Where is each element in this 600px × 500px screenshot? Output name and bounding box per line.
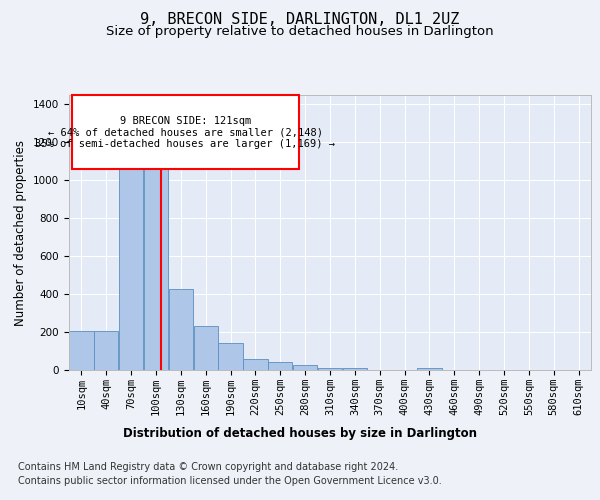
Bar [343, 368, 367, 370]
Bar [268, 362, 292, 370]
Y-axis label: Number of detached properties: Number of detached properties [14, 140, 28, 326]
Bar [418, 368, 442, 370]
Bar [94, 330, 118, 370]
Bar [70, 330, 94, 370]
Text: Size of property relative to detached houses in Darlington: Size of property relative to detached ho… [106, 25, 494, 38]
Text: Distribution of detached houses by size in Darlington: Distribution of detached houses by size … [123, 428, 477, 440]
Bar [244, 359, 268, 370]
Text: Contains public sector information licensed under the Open Government Licence v3: Contains public sector information licen… [18, 476, 442, 486]
Bar [218, 342, 242, 370]
Text: 9 BRECON SIDE: 121sqm
← 64% of detached houses are smaller (2,148)
35% of semi-d: 9 BRECON SIDE: 121sqm ← 64% of detached … [35, 116, 335, 148]
Text: 9, BRECON SIDE, DARLINGTON, DL1 2UZ: 9, BRECON SIDE, DARLINGTON, DL1 2UZ [140, 12, 460, 28]
Bar [169, 290, 193, 370]
Bar [318, 368, 342, 370]
Bar [194, 326, 218, 370]
Text: Contains HM Land Registry data © Crown copyright and database right 2024.: Contains HM Land Registry data © Crown c… [18, 462, 398, 472]
Bar [119, 158, 143, 370]
Bar [144, 162, 168, 370]
Bar [293, 366, 317, 370]
